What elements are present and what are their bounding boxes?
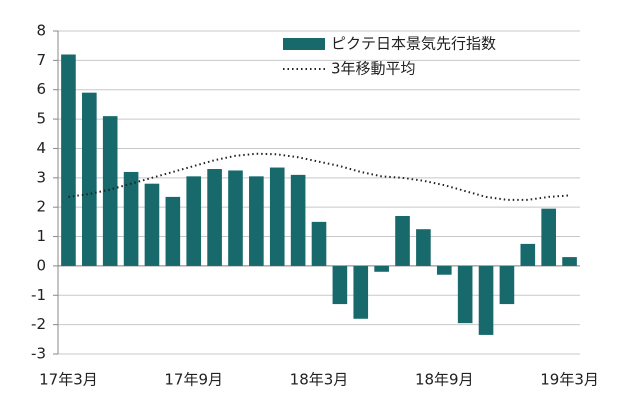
bar xyxy=(269,167,285,266)
bar xyxy=(123,171,139,266)
x-tick-label: 17年3月 xyxy=(39,371,98,389)
bar xyxy=(332,265,348,305)
line xyxy=(68,152,570,201)
bar xyxy=(61,54,76,266)
y-tick-label: 7 xyxy=(36,51,46,69)
bar xyxy=(416,229,431,266)
x-tick-label: 17年9月 xyxy=(164,371,223,389)
bar xyxy=(436,265,452,275)
bar xyxy=(311,221,327,266)
x-tick-label: 18年9月 xyxy=(415,371,474,389)
y-tick-label: 4 xyxy=(36,139,46,157)
y-tick-label: 3 xyxy=(36,168,46,186)
bar xyxy=(478,265,494,335)
bar xyxy=(562,257,577,266)
bar xyxy=(186,176,202,266)
bar xyxy=(102,116,118,266)
y-tick-label: -1 xyxy=(31,286,46,304)
bar xyxy=(520,243,536,266)
bar xyxy=(249,176,264,266)
bar xyxy=(395,215,410,266)
legend-label: 3年移動平均 xyxy=(331,60,416,78)
bar xyxy=(144,183,160,266)
bar xyxy=(457,265,473,324)
y-tick-label: -2 xyxy=(31,315,46,333)
x-tick-label: 19年3月 xyxy=(540,371,599,389)
bar xyxy=(541,208,556,266)
bar xyxy=(82,92,97,266)
bar xyxy=(374,265,389,272)
y-tick-label: 6 xyxy=(36,80,46,98)
legend-label: ピクテ日本景気先行指数 xyxy=(331,35,496,53)
y-tick-label: -3 xyxy=(31,345,46,363)
x-tick-label: 18年3月 xyxy=(290,371,349,389)
bar xyxy=(290,174,306,266)
bar xyxy=(207,169,222,266)
bar xyxy=(165,196,181,266)
bar xyxy=(228,170,243,266)
y-tick-label: 0 xyxy=(36,256,46,274)
y-tick-label: 8 xyxy=(36,22,46,40)
legend-swatch xyxy=(283,38,325,50)
bar xyxy=(353,265,369,319)
bar xyxy=(499,265,515,305)
y-tick-label: 2 xyxy=(36,198,46,216)
y-tick-label: 1 xyxy=(36,227,46,245)
y-tick-label: 5 xyxy=(36,110,46,128)
